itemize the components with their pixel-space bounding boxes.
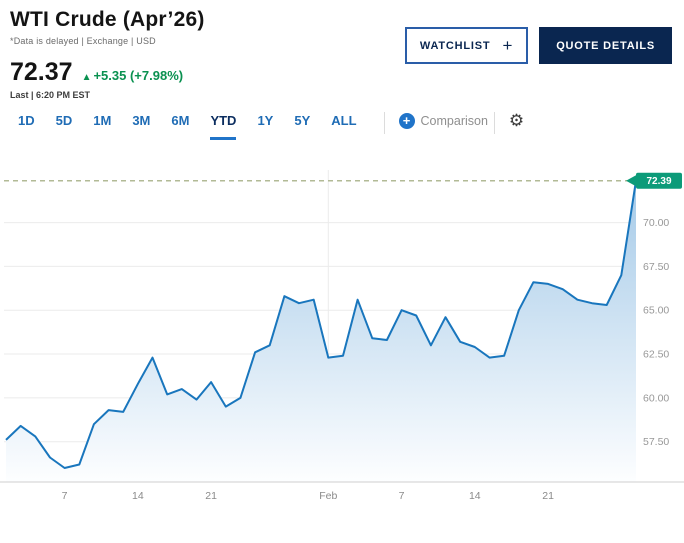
x-axis-label: Feb [319,490,337,502]
y-axis-label: 65.00 [643,305,669,317]
y-axis-label: 60.00 [643,392,669,404]
tab-1m[interactable]: 1M [93,113,112,128]
price-row: 72.37 ▲ +5.35 (+7.98%) [10,58,672,86]
tab-ytd[interactable]: YTD [210,114,237,140]
range-tab-bar: 1D 5D 1M 3M 6M YTD 1Y 5Y ALL + Compariso… [0,111,684,140]
price-chart[interactable]: 70.00 67.50 65.00 62.50 60.00 57.50 7 14 21 Feb 7 1… [0,162,684,508]
up-arrow-icon: ▲ [81,72,92,83]
price-line [5,180,637,469]
last-updated: Last | 6:20 PM EST [10,90,91,100]
comparison-button[interactable]: + Comparison [398,113,488,129]
tab-3m[interactable]: 3M [132,113,151,128]
watchlist-button[interactable]: WATCHLIST + [404,27,529,64]
x-axis-label: 7 [62,490,68,502]
quote-details-button[interactable]: QUOTE DETAILS [539,27,672,64]
price-badge [636,172,682,189]
x-axis-label: 14 [469,490,481,502]
x-axis-label: 21 [542,490,554,502]
quote-header: WTI Crude (Apr’26) *Data is delayed | Ex… [0,0,684,100]
tab-5y[interactable]: 5Y [294,113,311,128]
tab-1d[interactable]: 1D [18,113,35,128]
quote-details-button-label: QUOTE DETAILS [556,39,655,52]
tab-all[interactable]: ALL [331,113,357,128]
y-axis-label: 57.50 [643,436,669,448]
y-axis-label: 62.50 [643,349,669,361]
tab-6m[interactable]: 6M [171,113,190,128]
y-axis-label: 70.00 [643,217,669,229]
x-axis-label: 21 [205,490,217,502]
add-comparison-icon: + [398,113,415,129]
plus-icon: + [502,36,514,55]
price-badge-label: 72.39 [646,176,671,187]
header-buttons: WATCHLIST + QUOTE DETAILS [404,27,672,64]
price-area-chart[interactable]: 70.00 67.50 65.00 62.50 60.00 57.50 7 14 21 Feb 7 1… [0,162,684,508]
settings-gear-icon[interactable]: ⚙ [508,111,525,130]
instrument-meta: *Data is delayed | Exchange | USD [10,36,156,46]
tab-1y[interactable]: 1Y [257,113,274,128]
y-axis-label: 67.50 [643,261,669,273]
divider [493,112,495,134]
price-change-value: +5.35 (+7.98%) [93,68,184,83]
instrument-title: WTI Crude (Apr’26) [10,8,205,31]
tab-5d[interactable]: 5D [55,113,73,128]
x-axis-label: 7 [399,490,405,502]
last-price: 72.37 [10,58,73,86]
divider [383,112,385,134]
comparison-label: Comparison [420,114,488,128]
watchlist-button-label: WATCHLIST [419,39,491,52]
price-badge-pointer [626,175,636,187]
x-axis-label: 14 [132,490,144,502]
price-change: ▲ +5.35 (+7.98%) [82,68,184,83]
